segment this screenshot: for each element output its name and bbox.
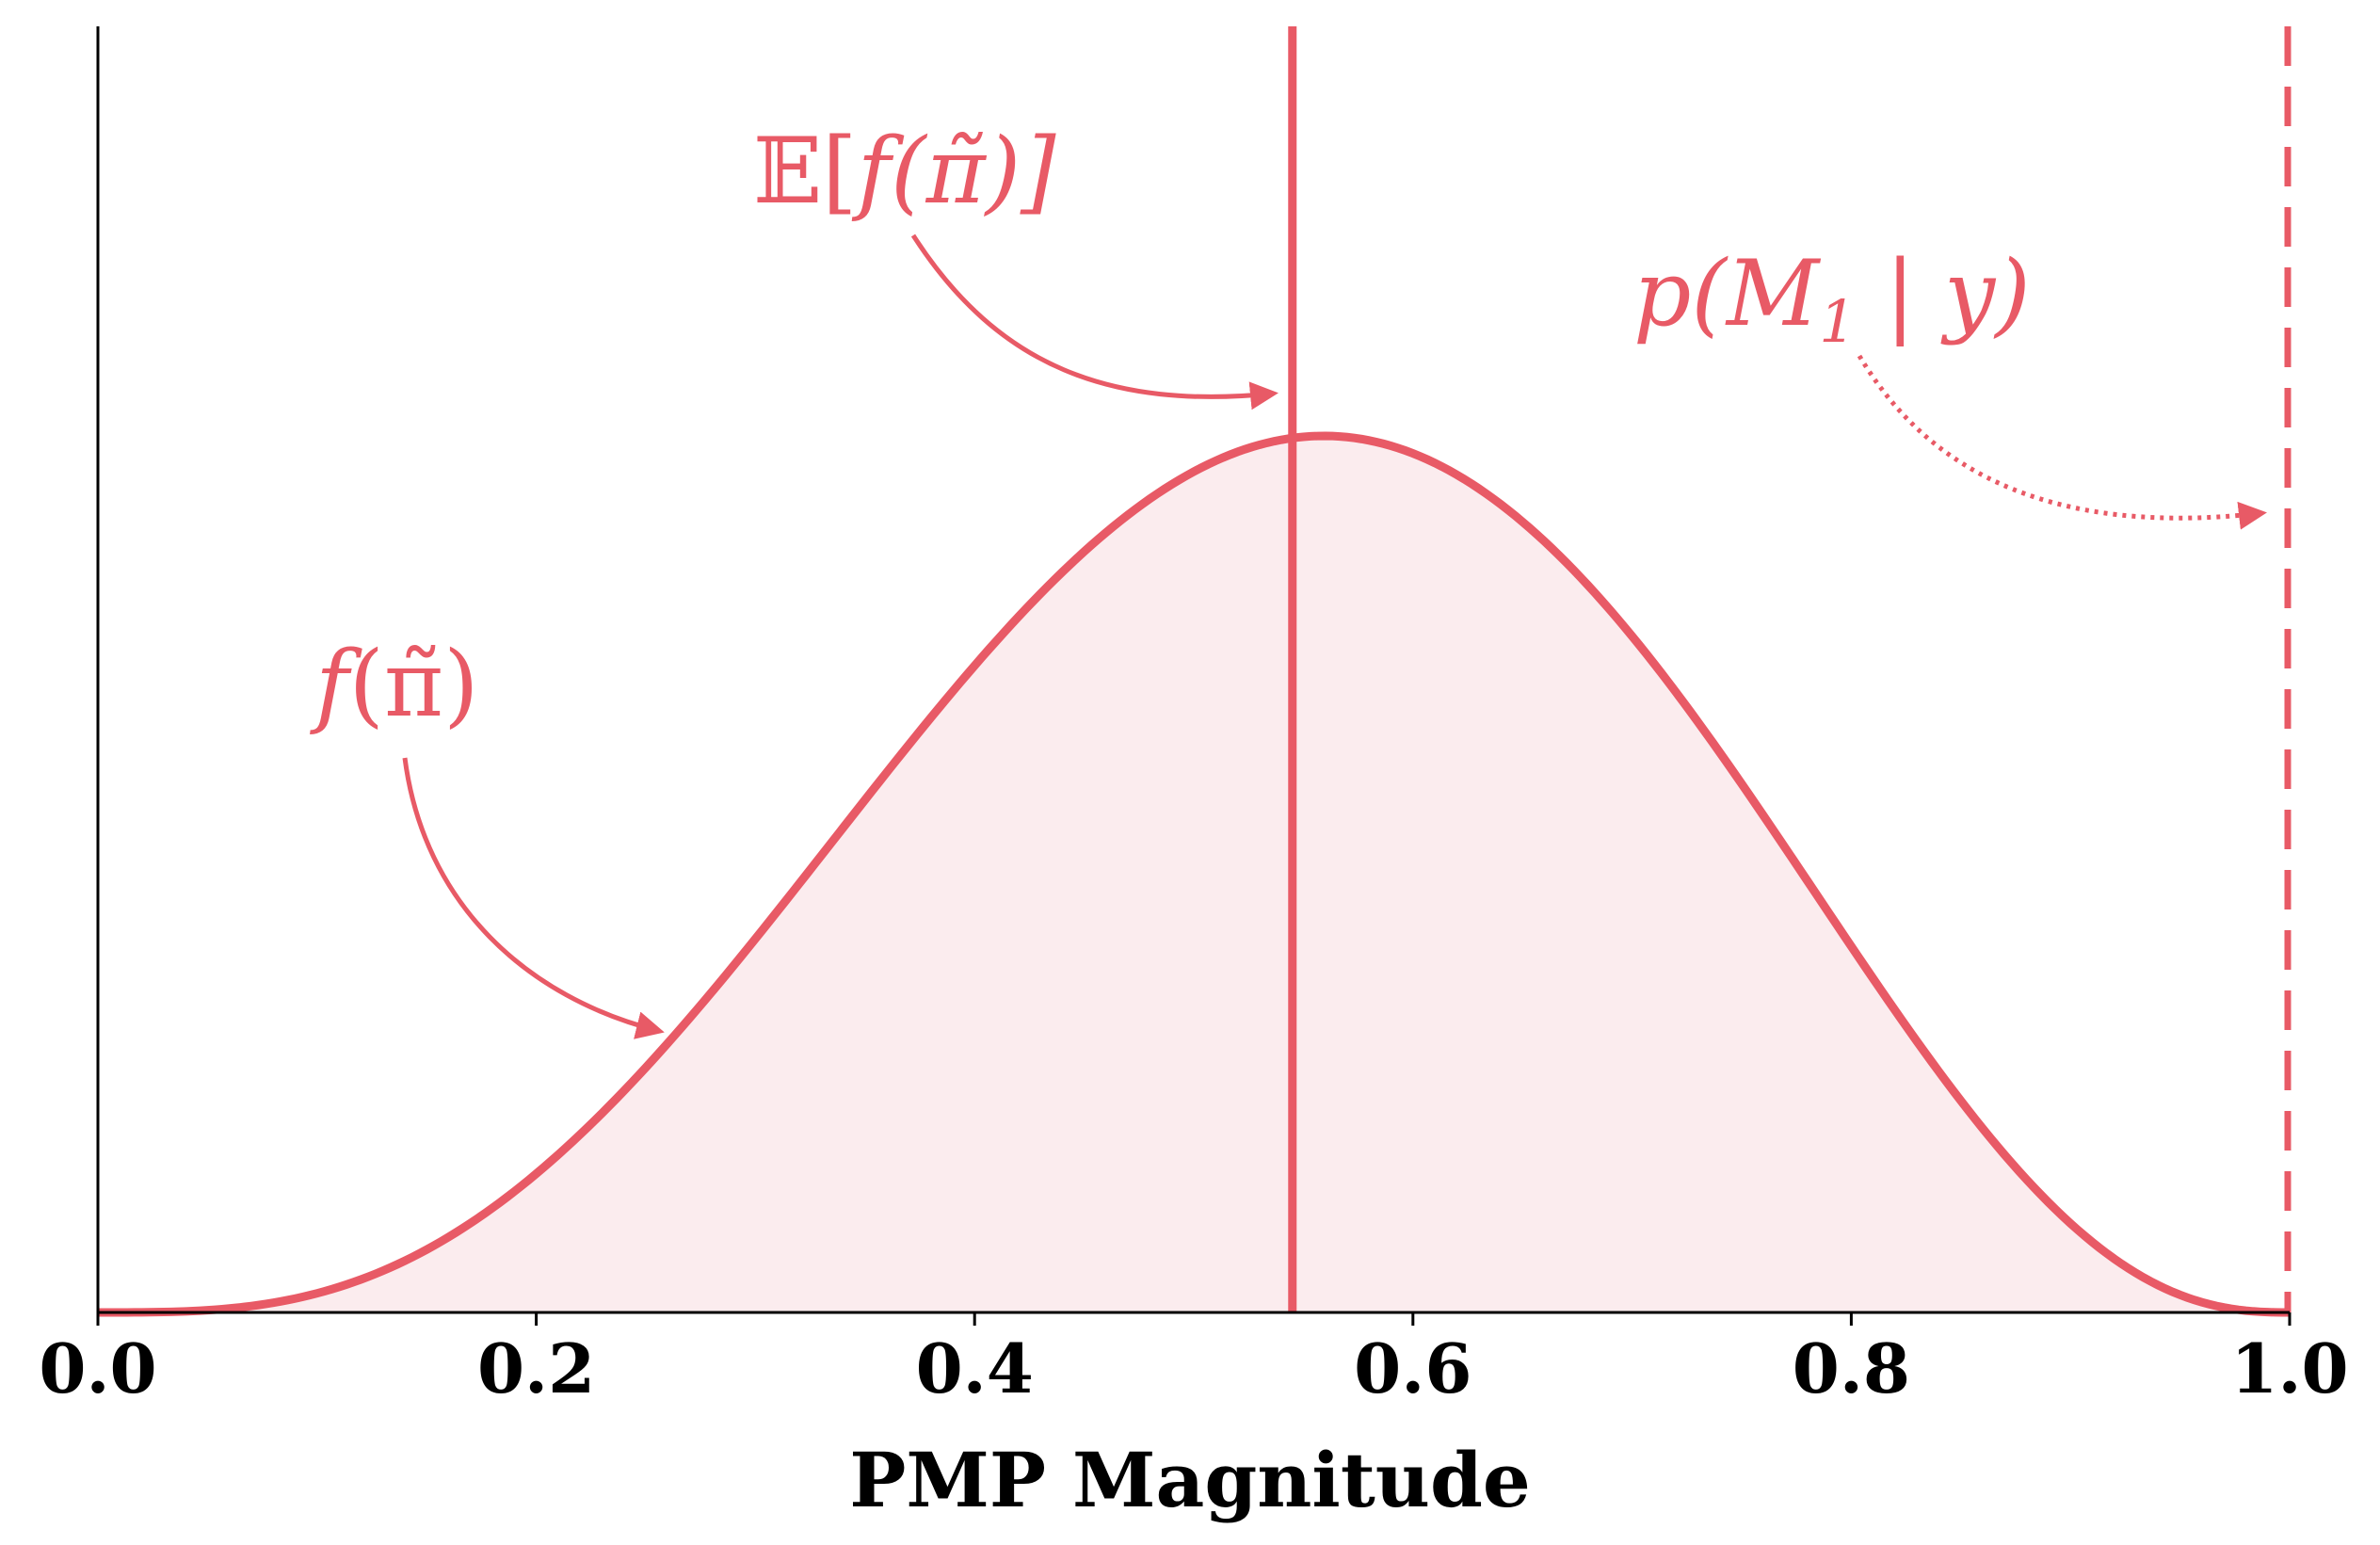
curve-label: f(π̃)	[310, 632, 479, 737]
x-tick-label: 0.0	[39, 1328, 156, 1408]
mean-label-arrow	[910, 233, 1278, 410]
pmp-label-arrow	[1857, 354, 2267, 530]
x-axis-label: PMP Magnitude	[849, 1436, 1531, 1524]
density-fill	[98, 436, 2290, 1312]
curve-label-arrow	[402, 757, 665, 1039]
pmp-label: p(M1 | y)	[1633, 241, 2031, 356]
x-tick-label: 0.6	[1354, 1328, 1471, 1408]
density-curve	[98, 431, 2291, 1317]
x-tick-label: 0.2	[477, 1328, 595, 1408]
x-tick-label: 1.0	[2230, 1328, 2348, 1408]
x-ticks: 0.0 0.2 0.4 0.6 0.8 1.0	[39, 1312, 2349, 1408]
x-tick-label: 0.8	[1793, 1328, 1910, 1408]
mean-label: 𝔼[f(π̃)]	[753, 119, 1056, 224]
x-tick-label: 0.4	[916, 1328, 1034, 1408]
